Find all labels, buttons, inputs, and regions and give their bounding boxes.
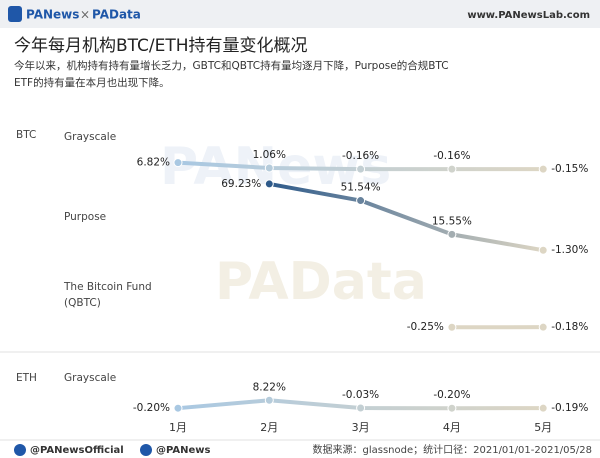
subtitle: 今年以来，机构持有持有量增长乏力，GBTC和QBTC持有量均逐月下降，Purpo… xyxy=(14,59,449,72)
point xyxy=(264,395,274,405)
subtitle: ETF的持有量在本月也出现下降。 xyxy=(14,76,170,89)
data-label: 15.55% xyxy=(432,215,472,227)
data-label: 6.82% xyxy=(137,157,170,169)
data-label: -0.20% xyxy=(133,402,170,414)
brand-sep: × xyxy=(80,8,90,22)
twitter-handle: @PANewsOfficial xyxy=(30,445,124,456)
group-label: BTC xyxy=(16,129,36,141)
data-label: 1.06% xyxy=(253,149,286,161)
data-label: -0.16% xyxy=(342,150,379,162)
source: 数据来源：glassnode；统计口径：2021/01/01-2021/05/2… xyxy=(312,443,592,456)
point xyxy=(447,322,457,332)
data-label: -0.18% xyxy=(551,321,588,333)
brand: PAData xyxy=(92,8,141,22)
x-tick-label: 4月 xyxy=(443,421,461,434)
point xyxy=(356,164,366,174)
row-label: Grayscale xyxy=(64,131,117,143)
line xyxy=(267,181,546,253)
point xyxy=(264,163,274,173)
logo xyxy=(8,6,22,22)
data-label: -0.03% xyxy=(342,389,379,401)
point xyxy=(356,196,366,206)
data-label: -1.30% xyxy=(551,244,588,256)
data-label: -0.20% xyxy=(433,389,470,401)
data-label: 69.23% xyxy=(221,178,261,190)
header-bar xyxy=(0,0,600,28)
row-label: The Bitcoin Fund (QBTC) xyxy=(64,281,152,309)
data-label: -0.19% xyxy=(551,402,588,414)
point xyxy=(447,164,457,174)
point xyxy=(538,322,548,332)
point xyxy=(356,403,366,413)
group-label: ETH xyxy=(16,372,37,384)
weibo-handle: @PANews xyxy=(156,445,211,456)
plot: 1月 2月 3月 4月 5月 BTC 6.82% 1.06% -0.16% -0.16% -0.15… xyxy=(16,129,588,434)
x-tick-label: 5月 xyxy=(534,421,552,434)
data-label: 51.54% xyxy=(341,182,381,194)
x-tick-label: 1月 xyxy=(169,421,187,434)
point xyxy=(447,229,457,239)
website: www.PANewsLab.com xyxy=(467,10,590,21)
point xyxy=(173,403,183,413)
brand: PANews xyxy=(26,8,79,22)
point xyxy=(173,158,183,168)
row-label: Purpose xyxy=(64,211,107,223)
data-label: 8.22% xyxy=(253,381,286,393)
watermark: PAData xyxy=(215,252,427,312)
weibo-icon xyxy=(140,444,152,456)
x-tick-label: 3月 xyxy=(352,421,370,434)
twitter-icon xyxy=(14,444,26,456)
point xyxy=(538,245,548,255)
data-label: -0.25% xyxy=(407,321,444,333)
row-label: Grayscale xyxy=(64,372,117,384)
data-label: -0.16% xyxy=(433,150,470,162)
chart-title: 今年每月机构BTC/ETH持有量变化概况 xyxy=(14,36,308,56)
point xyxy=(447,403,457,413)
data-label: -0.15% xyxy=(551,163,588,175)
x-tick-label: 2月 xyxy=(260,421,278,434)
point xyxy=(538,403,548,413)
point xyxy=(264,179,274,189)
point xyxy=(538,164,548,174)
